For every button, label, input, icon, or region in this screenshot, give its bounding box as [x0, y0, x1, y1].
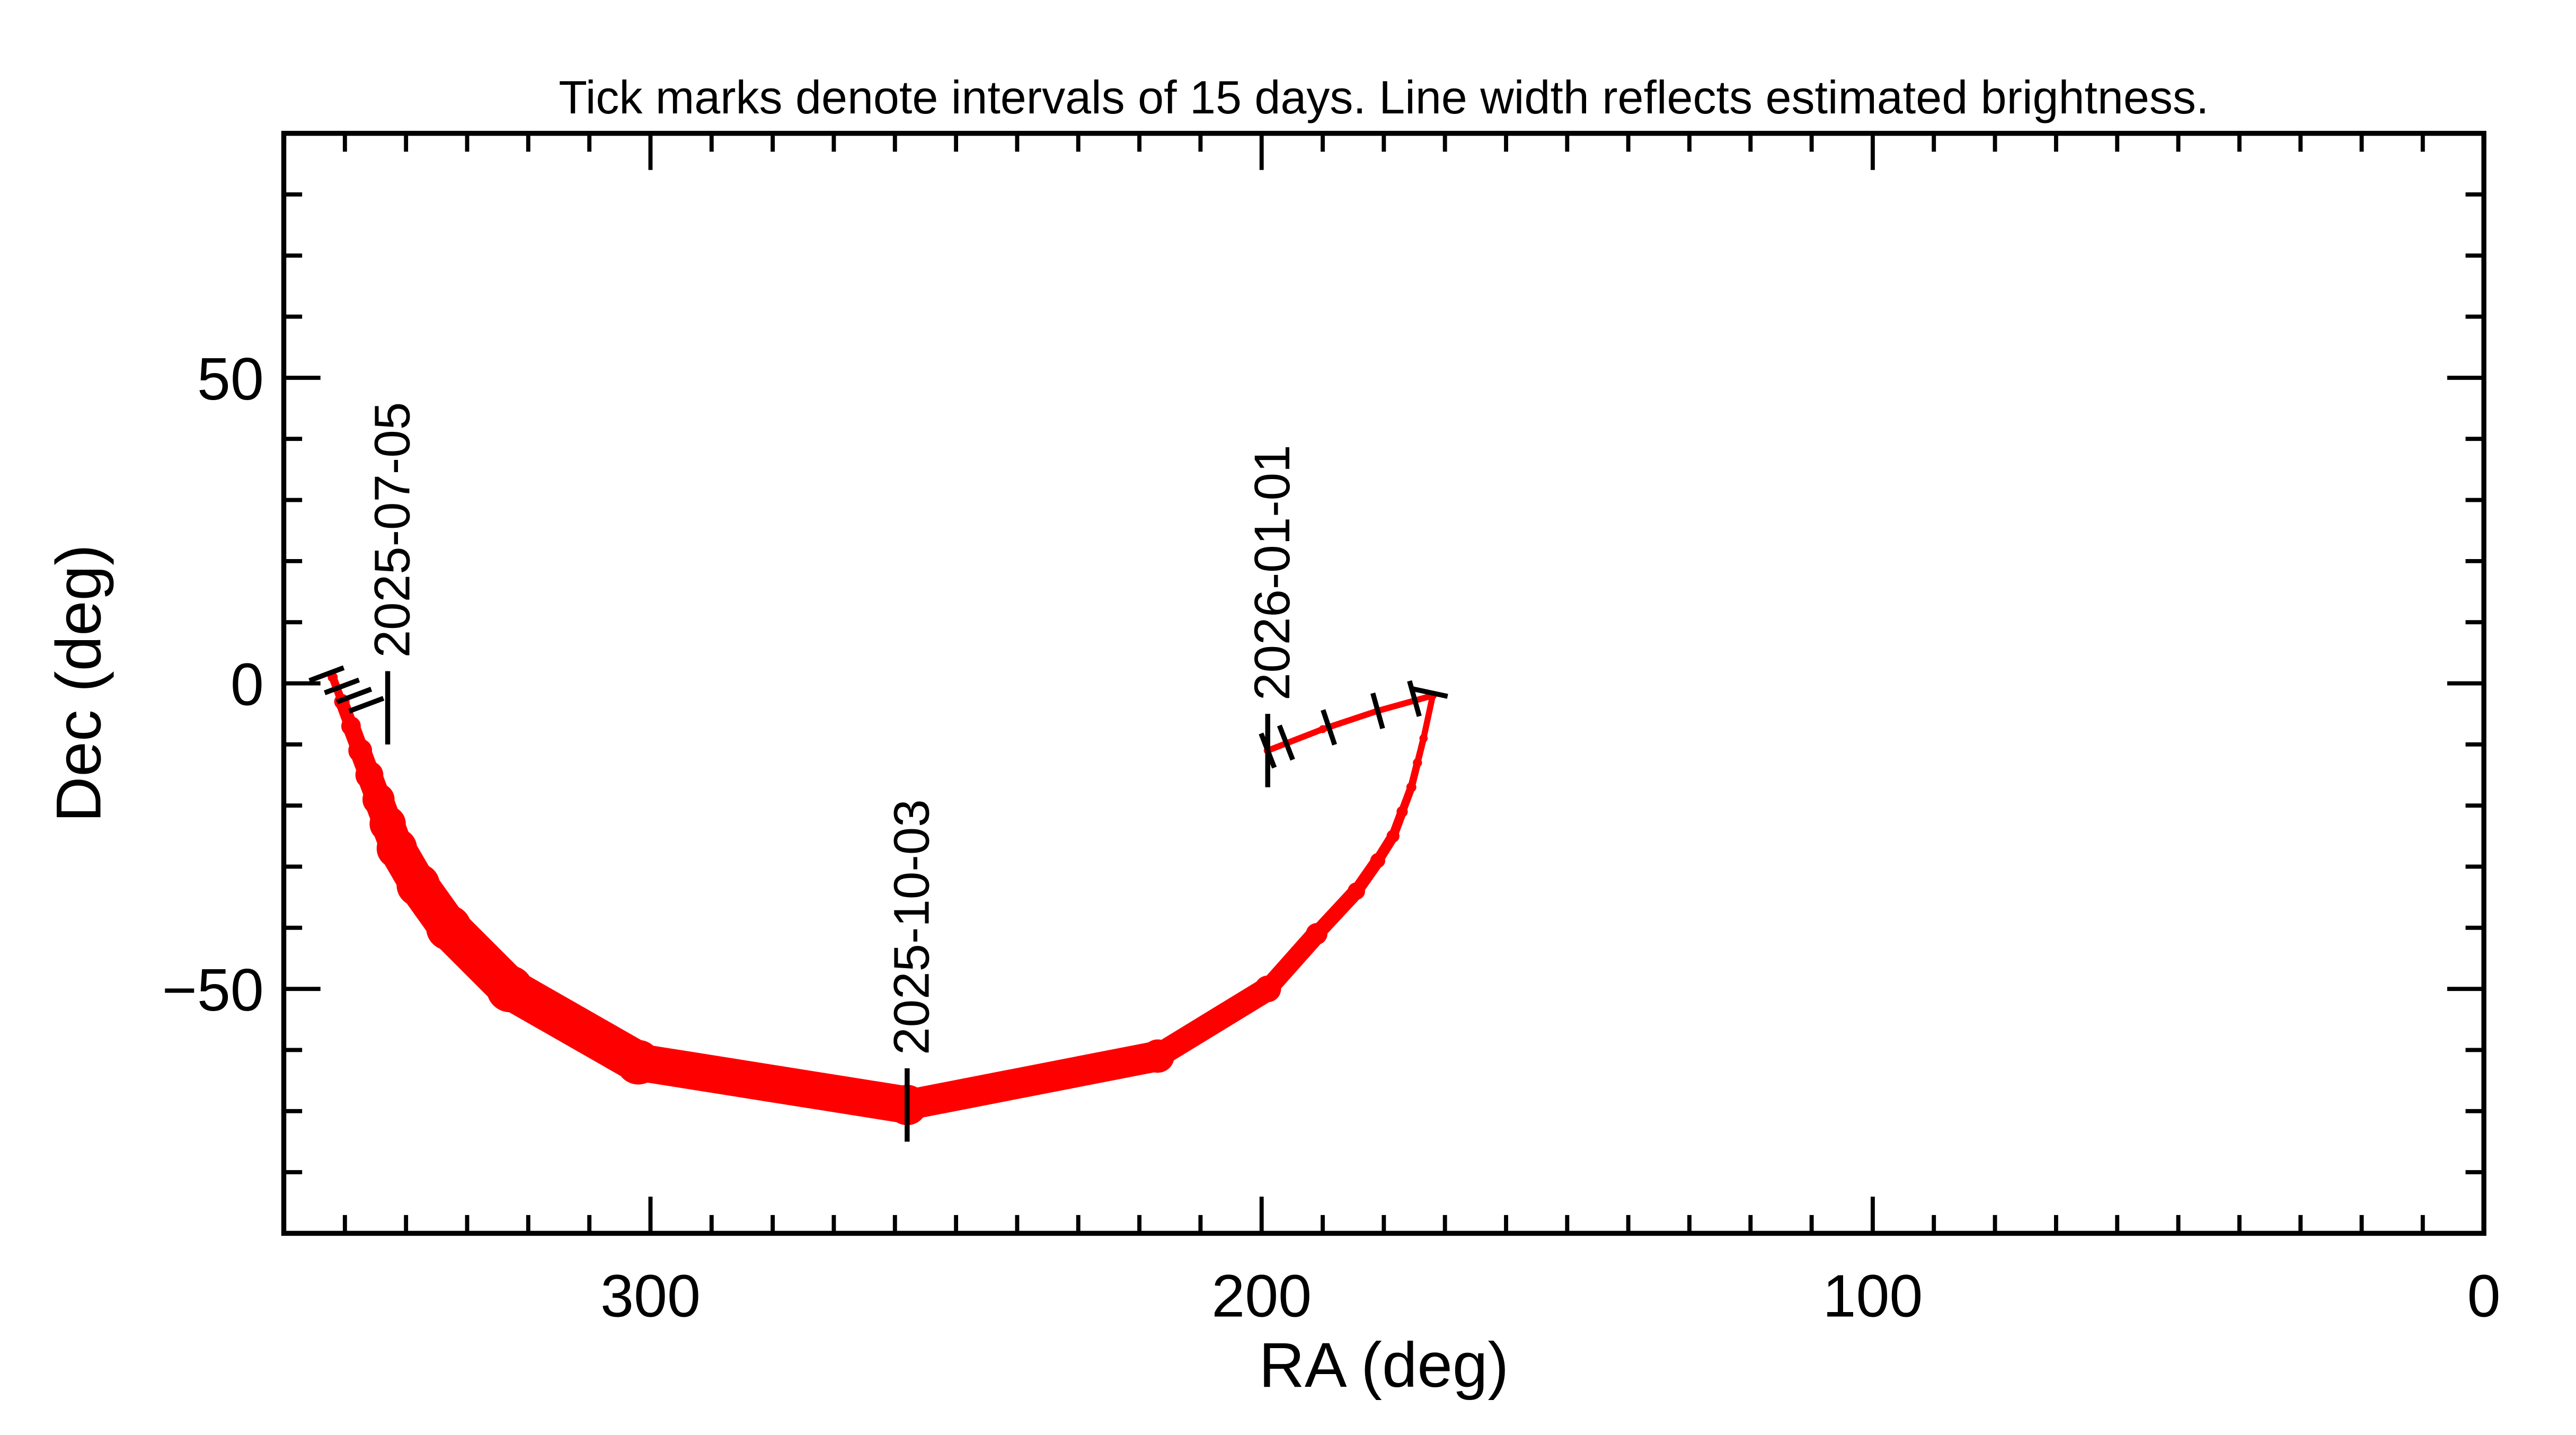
track-point [396, 863, 440, 907]
interval-tick [1407, 680, 1422, 717]
track-point [486, 965, 534, 1013]
date-marker-label: 2025-10-03 [884, 799, 940, 1055]
date-marker-label: 2025-07-05 [364, 402, 420, 658]
track-segment [619, 1043, 926, 1124]
interval-tick [1411, 686, 1448, 699]
track-point [1419, 734, 1428, 743]
interval-tick [348, 696, 385, 714]
track-point [1318, 725, 1327, 733]
track-segment [1375, 692, 1436, 714]
axes: 300 200 100 0 50 0 −50 [162, 131, 2501, 1330]
track-point [1386, 829, 1400, 843]
y-axis-label: Dec (deg) [44, 544, 114, 822]
track-segment [1145, 977, 1280, 1068]
track-point [426, 905, 472, 951]
track-point [348, 738, 373, 763]
y-tick-label: 50 [197, 346, 264, 412]
y-tick-label: −50 [162, 956, 264, 1023]
interval-tick [1321, 709, 1337, 746]
track-point [1141, 1039, 1175, 1073]
interval-tick [1277, 724, 1295, 761]
track-point [1254, 975, 1281, 1003]
interval-tick [324, 677, 360, 695]
track-point [1396, 806, 1408, 818]
track-point [1370, 853, 1385, 869]
date-marker-label: 2026-01-01 [1244, 445, 1300, 701]
x-tick-label: 100 [1822, 1263, 1923, 1330]
track-segment [892, 1041, 1173, 1121]
interval-tick [308, 665, 345, 683]
x-axis-label: RA (deg) [1259, 1330, 1509, 1401]
y-tick-label: 0 [231, 651, 264, 718]
track-point [1347, 882, 1365, 900]
track-segment [1264, 726, 1326, 754]
interval-tick [336, 687, 373, 705]
x-tick-label: 200 [1211, 1263, 1312, 1330]
track-point [341, 716, 361, 736]
x-tick-label: 300 [600, 1263, 701, 1330]
track-segment [1420, 692, 1436, 742]
chart-title: Tick marks denote intervals of 15 days. … [559, 71, 2209, 123]
track-point [355, 761, 384, 789]
track-segment [1320, 707, 1381, 732]
x-tick-label: 0 [2467, 1263, 2501, 1330]
track-point [1306, 923, 1327, 945]
plot-marks: 2025-07-05 2025-10-03 2026-01-01 [308, 402, 1448, 1142]
track-point [616, 1040, 661, 1085]
track-point [1413, 758, 1422, 768]
track-segment [489, 968, 659, 1083]
track-point [1406, 782, 1417, 793]
track-point [376, 828, 418, 869]
interval-tick [1370, 692, 1385, 730]
